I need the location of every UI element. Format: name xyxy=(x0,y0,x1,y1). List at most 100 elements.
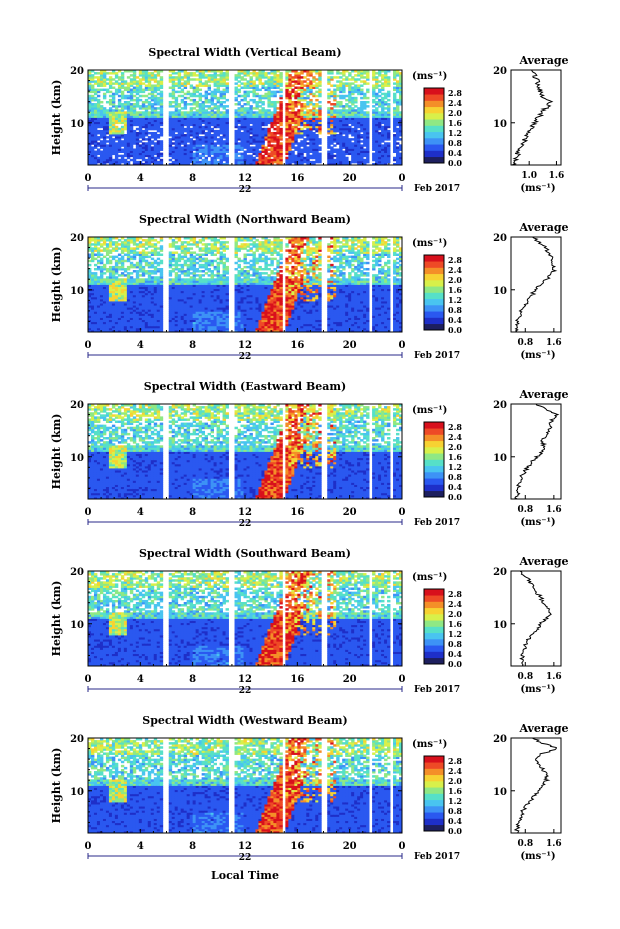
heatmap-cell xyxy=(141,162,146,166)
heatmap-cell xyxy=(117,98,122,102)
heatmap-cell xyxy=(159,146,164,149)
heatmap-cell xyxy=(204,144,209,147)
heatmap-cell xyxy=(159,142,164,145)
heatmap-cell xyxy=(126,94,131,98)
heatmap-cell xyxy=(129,119,134,123)
heatmap-cell xyxy=(177,121,182,125)
heatmap-cell xyxy=(111,117,116,120)
heatmap-cell xyxy=(150,131,155,135)
heatmap-cell xyxy=(204,162,209,166)
heatmap-cell xyxy=(237,84,241,87)
heatmap-cell xyxy=(186,80,191,83)
heatmap-cell xyxy=(240,105,244,108)
heatmap-cell xyxy=(189,138,194,141)
heatmap-cell xyxy=(129,121,134,125)
heatmap-cell xyxy=(147,84,152,87)
heatmap-cell xyxy=(144,88,149,92)
heatmap-cell xyxy=(150,103,155,106)
heatmap-cell xyxy=(123,111,128,114)
heatmap-cell xyxy=(120,109,125,112)
heatmap-cell xyxy=(159,94,164,98)
heatmap-cell xyxy=(378,98,382,102)
heatmap-cell xyxy=(150,257,155,261)
heatmap-cell xyxy=(132,88,137,92)
heatmap-cell xyxy=(132,98,137,102)
heatmap-cell xyxy=(186,119,191,123)
heatmap-cell xyxy=(138,70,143,73)
heatmap-cell xyxy=(132,117,137,120)
heatmap-cell xyxy=(177,117,182,120)
heatmap-cell xyxy=(330,103,334,106)
heatmap-cell xyxy=(240,86,244,89)
heatmap-cell xyxy=(177,72,182,75)
heatmap-cell xyxy=(88,84,92,87)
heatmap-cell xyxy=(174,123,179,127)
heatmap-cell xyxy=(309,80,313,83)
heatmap-cell xyxy=(159,96,164,100)
heatmap-cell xyxy=(195,86,200,89)
heatmap-cell xyxy=(171,160,176,164)
heatmap-cell xyxy=(132,70,137,73)
heatmap-cell xyxy=(90,111,95,114)
heatmap-cell xyxy=(174,257,179,261)
heatmap-cell xyxy=(126,90,131,94)
heatmap-cell xyxy=(183,74,188,77)
heatmap-cell xyxy=(120,94,125,98)
heatmap-cell xyxy=(153,146,158,149)
heatmap-cell xyxy=(153,90,158,94)
heatmap-cell xyxy=(375,100,379,104)
heatmap-cell xyxy=(192,100,197,104)
heatmap-cell xyxy=(132,131,137,135)
heatmap-cell xyxy=(159,131,164,135)
heatmap-cell xyxy=(156,134,161,137)
heatmap-cell xyxy=(171,162,176,166)
heatmap-cell xyxy=(120,119,125,123)
heatmap-cell xyxy=(174,148,179,151)
heatmap-cell xyxy=(189,127,194,131)
heatmap-cell xyxy=(204,121,209,125)
heatmap-cell xyxy=(88,259,92,263)
heatmap-cell xyxy=(159,109,164,112)
heatmap-cell xyxy=(258,105,262,108)
heatmap-cell xyxy=(90,70,95,73)
heatmap-cell xyxy=(96,156,101,160)
y-tick-label: 20 xyxy=(70,66,84,77)
heatmap-cell xyxy=(141,115,146,118)
heatmap-cell xyxy=(300,140,304,143)
heatmap-cell xyxy=(198,117,203,120)
heatmap-cell xyxy=(129,113,134,116)
heatmap-cell xyxy=(204,92,209,96)
heatmap-cell xyxy=(213,142,217,145)
heatmap-cell xyxy=(336,84,340,87)
heatmap-cell xyxy=(186,257,191,261)
heatmap-cell xyxy=(88,100,92,104)
heatmap-cell xyxy=(135,160,140,164)
heatmap-cell xyxy=(144,142,149,145)
heatmap-cell xyxy=(93,76,98,79)
heatmap-cell xyxy=(171,138,176,141)
heatmap-cell xyxy=(108,249,113,252)
heatmap-cell xyxy=(279,88,283,92)
heatmap-cell xyxy=(276,107,280,110)
heatmap-cell xyxy=(120,72,125,75)
heatmap-cell xyxy=(90,90,95,94)
heatmap-cell xyxy=(234,82,238,85)
heatmap-cell xyxy=(198,84,203,87)
heatmap-cell xyxy=(318,100,322,104)
heatmap-cell xyxy=(117,162,122,166)
heatmap-cell xyxy=(180,119,185,123)
heatmap-cell xyxy=(102,72,107,75)
heatmap-cell xyxy=(159,140,164,143)
heatmap-cell xyxy=(168,278,173,281)
heatmap-cell xyxy=(147,127,152,131)
heatmap-cell xyxy=(297,142,301,145)
heatmap-cell xyxy=(318,138,322,141)
heatmap-cell xyxy=(345,76,349,79)
heatmap-cell xyxy=(132,123,137,127)
heatmap-cell xyxy=(93,129,98,133)
heatmap-cell xyxy=(159,86,164,89)
heatmap-cell xyxy=(189,140,194,143)
heatmap-cell xyxy=(345,98,349,102)
heatmap-cell xyxy=(90,115,95,118)
heatmap-cell xyxy=(159,113,164,116)
